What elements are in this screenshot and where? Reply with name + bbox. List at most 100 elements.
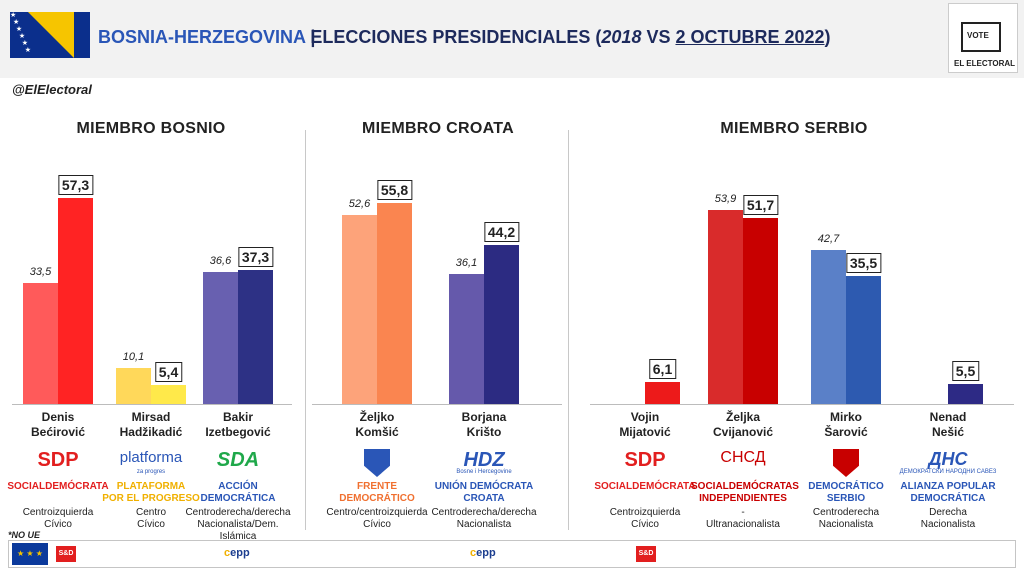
data-label-2022: 6,1 bbox=[648, 359, 677, 380]
party-name-line2: POR EL PROGRESO bbox=[102, 493, 200, 504]
party-name: DEMOCRÁTICO SERBIO bbox=[794, 481, 898, 505]
party-name-line2: DEMOCRÁTICO bbox=[339, 493, 415, 504]
party-logo: SDP bbox=[624, 449, 665, 472]
party-name: SOCIALDEMÓCRATAS INDEPENDIENTES bbox=[691, 481, 799, 505]
data-label-2018: 36,6 bbox=[209, 255, 232, 268]
data-label-2018: 42,7 bbox=[817, 233, 840, 246]
bar-2022 bbox=[948, 384, 983, 404]
ideology-line2: Cívico bbox=[363, 519, 391, 530]
bar-2022 bbox=[151, 384, 186, 404]
ideology-line1: Centro/centroizquierda bbox=[326, 507, 428, 518]
candidate-first-name: Željka bbox=[725, 410, 761, 424]
eu-affiliation-strip bbox=[8, 540, 1016, 568]
candidate-first-name: Denis bbox=[41, 410, 75, 424]
ideology-label: - Ultranacionalista bbox=[683, 507, 803, 531]
ideology-label: Centroizquierda Cívico bbox=[585, 507, 705, 531]
data-label-2018: 36,1 bbox=[455, 257, 478, 270]
candidate-name: Vojin Mijatović bbox=[602, 410, 688, 440]
section-title-croata: MIEMBRO CROATA bbox=[361, 120, 515, 137]
bar-2018 bbox=[203, 272, 238, 404]
header: ★ ★ ★ ★ ★ ★ BOSNIA-HERZEGOVINA | ELECCIO… bbox=[0, 0, 1024, 78]
no-ue-label: *NO UE bbox=[8, 530, 41, 540]
epp-badge: cepp bbox=[470, 547, 496, 559]
data-label-2022: 37,3 bbox=[237, 246, 274, 267]
title-separator: | bbox=[310, 27, 316, 47]
party-logo-text: СНСД bbox=[720, 449, 766, 466]
candidate-last-name: Mijatović bbox=[619, 425, 671, 439]
party-logo-text: SDA bbox=[216, 449, 260, 471]
bar-2022 bbox=[645, 382, 680, 404]
party-name: ACCIÓN DEMOCRÁTICA bbox=[186, 481, 290, 505]
ideology-label: Centroderecha/derecha Nacionalista/Dem. I… bbox=[178, 507, 298, 543]
bar-2018 bbox=[342, 214, 377, 404]
party-name: FRENTE DEMOCRÁTICO bbox=[325, 481, 429, 505]
candidate-last-name: Bećirović bbox=[30, 425, 86, 439]
ideology-label: Centroizquierda Cívico bbox=[0, 507, 118, 531]
data-label-2022: 5,4 bbox=[154, 361, 183, 382]
twitter-handle: @ElElectoral bbox=[12, 82, 92, 97]
candidate-first-name: Vojin bbox=[630, 410, 660, 424]
title-main: ELECCIONES PRESIDENCIALES ( bbox=[310, 27, 602, 47]
bosnia-flag-icon: ★ ★ ★ ★ ★ ★ bbox=[10, 12, 90, 58]
ballot-box-icon bbox=[961, 22, 1001, 52]
party-name-line1: DEMOCRÁTICO bbox=[808, 481, 884, 492]
chart-baseline bbox=[590, 404, 1014, 405]
candidate-last-name: Cvijanović bbox=[712, 425, 774, 439]
ideology-line2: Nacionalista bbox=[456, 519, 512, 530]
party-logo-subtext: za progres bbox=[136, 469, 166, 475]
party-name: UNIÓN DEMÓCRATA CROATA bbox=[432, 481, 536, 505]
bar-2018 bbox=[116, 367, 151, 404]
ideology-line2: Cívico bbox=[631, 519, 659, 530]
party-logo: СНСД bbox=[720, 449, 765, 467]
candidate-last-name: Hadžikadić bbox=[119, 425, 183, 439]
candidate-first-name: Mirsad bbox=[131, 410, 171, 424]
ideology-label: Centroderecha/derecha Nacionalista bbox=[424, 507, 544, 531]
candidate-first-name: Mirko bbox=[829, 410, 862, 424]
party-logo-text: HDZ bbox=[463, 449, 505, 471]
data-label-2022: 35,5 bbox=[845, 253, 882, 274]
title-country: BOSNIA-HERZEGOVINA bbox=[98, 27, 306, 47]
party-name-line1: SOCIALDEMÓCRATA bbox=[594, 481, 696, 492]
bar-2022 bbox=[846, 276, 881, 404]
candidate-name: Nenad Nešić bbox=[905, 410, 991, 440]
ideology-line2: Nacionalista bbox=[920, 519, 976, 530]
party-name-line2: INDEPENDIENTES bbox=[699, 493, 787, 504]
title-close: ) bbox=[824, 27, 831, 47]
ideology-line2: Nacionalista bbox=[818, 519, 874, 530]
section-divider bbox=[568, 130, 569, 530]
bar-2022 bbox=[238, 269, 273, 404]
party-logo-subtext: Bosne i Hercegovine bbox=[456, 469, 512, 475]
data-label-2022: 44,2 bbox=[483, 221, 520, 242]
ideology-line1: Centroizquierda bbox=[22, 507, 94, 518]
ideology-line1: Centroizquierda bbox=[609, 507, 681, 518]
section-title-bosnio: MIEMBRO BOSNIO bbox=[76, 120, 226, 137]
ideology-label: Centro Cívico bbox=[91, 507, 211, 531]
bar-2022 bbox=[484, 244, 519, 404]
party-logo bbox=[833, 449, 859, 477]
ideology-line2: Cívico bbox=[44, 519, 72, 530]
candidate-first-name: Željko bbox=[359, 410, 395, 424]
candidate-first-name: Nenad bbox=[929, 410, 967, 424]
party-name-line1: SOCIALDEMÓCRATA bbox=[7, 481, 109, 492]
candidate-last-name: Izetbegović bbox=[205, 425, 271, 439]
ideology-line1: - bbox=[741, 507, 745, 518]
party-name-line1: ALIANZA POPULAR bbox=[900, 481, 996, 492]
candidate-name: Mirsad Hadžikadić bbox=[108, 410, 194, 440]
ideology-line1: Centroderecha bbox=[812, 507, 880, 518]
epp-text: epp bbox=[476, 547, 496, 559]
candidate-name: Željko Komšić bbox=[334, 410, 420, 440]
party-logo: SDP bbox=[37, 449, 78, 472]
party-logo-text: ДНС bbox=[928, 449, 968, 469]
ideology-line1: Centroderecha/derecha bbox=[431, 507, 537, 518]
ideology-label: Centroderecha Nacionalista bbox=[786, 507, 906, 531]
party-logo-text: SDP bbox=[624, 449, 666, 471]
sd-badge: S&D bbox=[56, 546, 76, 562]
ideology-line1: Derecha bbox=[929, 507, 967, 518]
title-year-old: 2018 bbox=[601, 27, 642, 47]
party-name-line1: UNIÓN DEMÓCRATA bbox=[434, 481, 534, 492]
ideology-label: Centro/centroizquierda Cívico bbox=[317, 507, 437, 531]
candidate-first-name: Borjana bbox=[461, 410, 507, 424]
data-label-2022: 51,7 bbox=[742, 194, 779, 215]
bar-2018 bbox=[811, 250, 846, 404]
ideology-line2: Ultranacionalista bbox=[706, 519, 780, 530]
